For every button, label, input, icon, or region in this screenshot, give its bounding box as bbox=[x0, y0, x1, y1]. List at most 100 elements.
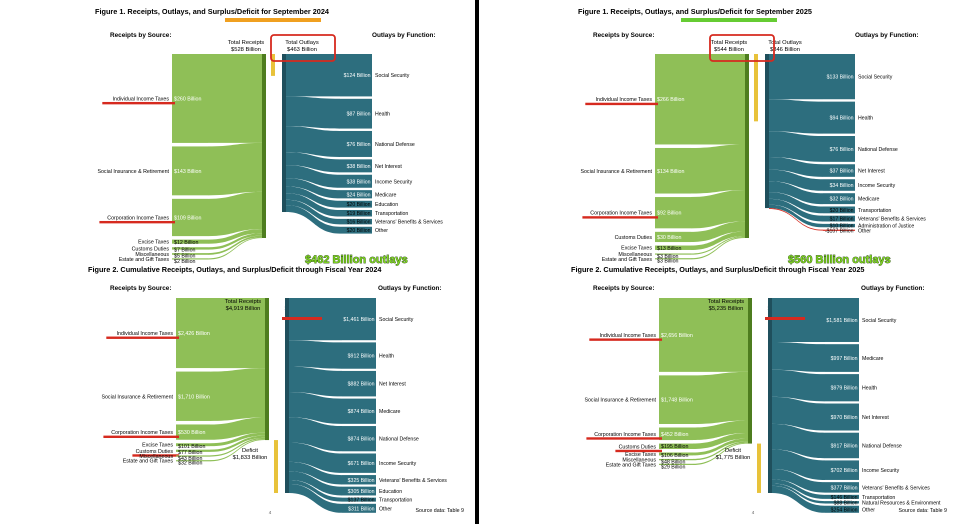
receipt-block-social-insurance-retirement bbox=[176, 371, 210, 421]
outlay-flow-social-security bbox=[286, 54, 340, 97]
receipt-block-corporation-income-taxes bbox=[659, 427, 693, 441]
receipt-name-corporation-income-taxes: Corporation Income Taxes bbox=[111, 430, 173, 436]
receipts-header: Receipts by Source: bbox=[593, 285, 654, 292]
receipt-name-social-insurance-retirement: Social Insurance & Retirement bbox=[584, 398, 656, 404]
outlay-flow-net-interest bbox=[769, 157, 823, 177]
total-outlays-label: Total Outlays bbox=[285, 40, 319, 46]
outlay-block-other bbox=[342, 503, 376, 513]
receipt-name-estate-and-gift-taxes: Estate and Gift Taxes bbox=[119, 257, 170, 263]
outlay-name-transportation: Transportation bbox=[379, 498, 412, 504]
receipt-value-social-insurance-retirement: $134 Billion bbox=[657, 169, 684, 175]
receipt-flow-customs-duties bbox=[693, 433, 748, 449]
receipt-block-individual-income-taxes bbox=[172, 54, 208, 143]
receipt-value-estate-and-gift-taxes: $32 Billion bbox=[178, 461, 202, 467]
outlay-flow-income-security bbox=[286, 165, 340, 188]
highlight-underline bbox=[106, 336, 179, 339]
receipt-value-corporation-income-taxes: $530 Billion bbox=[178, 430, 205, 436]
receipt-block-excise-taxes bbox=[172, 239, 208, 244]
outlay-block-income-security bbox=[825, 460, 859, 480]
outlay-value-social-security: $1,461 Billion bbox=[343, 317, 374, 323]
outlay-value-income-security: $702 Billion bbox=[831, 468, 858, 474]
outlay-flow-transportation bbox=[286, 193, 340, 217]
receipt-block-estate-and-gift-taxes bbox=[655, 258, 691, 260]
receipts-total-bar bbox=[745, 54, 749, 238]
receipts-header: Receipts by Source: bbox=[593, 32, 654, 39]
left-panel-svg: Figure 1. Receipts, Outlays, and Surplus… bbox=[88, 7, 465, 515]
receipt-flow-corporation-income-taxes bbox=[691, 190, 745, 229]
outlay-value-income-security: $671 Billion bbox=[348, 461, 375, 467]
receipt-block-estate-and-gift-taxes bbox=[172, 258, 208, 260]
figure-title: Figure 1. Receipts, Outlays, and Surplus… bbox=[95, 7, 330, 16]
outlay-value-health: $94 Billion bbox=[830, 116, 854, 122]
receipt-flow-social-insurance-retirement bbox=[691, 144, 745, 194]
receipt-value-customs-duties: $30 Billion bbox=[657, 235, 681, 241]
receipt-flow-estate-and-gift-taxes bbox=[208, 237, 262, 260]
receipt-block-customs-duties bbox=[659, 443, 693, 449]
receipt-flow-customs-duties bbox=[210, 435, 265, 452]
right-panel-svg: Figure 1. Receipts, Outlays, and Surplus… bbox=[571, 7, 947, 515]
outlay-flow-health bbox=[286, 96, 340, 129]
receipt-block-social-insurance-retirement bbox=[655, 147, 691, 194]
receipt-name-corporation-income-taxes: Corporation Income Taxes bbox=[590, 211, 652, 217]
receipt-flow-excise-taxes bbox=[210, 432, 265, 447]
receipt-block-customs-duties bbox=[172, 247, 208, 250]
receipt-block-excise-taxes bbox=[655, 245, 691, 250]
outlay-name-net-interest: Net Interest bbox=[858, 169, 885, 175]
outlay-flow-veterans-benefits-services bbox=[769, 198, 823, 222]
outlay-block-transportation bbox=[342, 497, 376, 502]
outlay-name-income-security: Income Security bbox=[858, 183, 896, 189]
receipt-flow-estate-and-gift-taxes bbox=[691, 236, 745, 260]
receipt-flow-estate-and-gift-taxes bbox=[210, 439, 265, 462]
outlay-block-other bbox=[823, 229, 855, 231]
receipt-block-miscellaneous bbox=[659, 458, 693, 461]
outlay-value-health: $87 Billion bbox=[347, 112, 371, 118]
total-receipts-label: Total Receipts bbox=[708, 299, 745, 305]
receipt-value-estate-and-gift-taxes: $3 Billion bbox=[657, 259, 679, 265]
receipts-total-bar bbox=[262, 54, 266, 238]
total-receipts-value: $5,235 Billion bbox=[709, 306, 744, 312]
outlay-value-social-security: $1,581 Billion bbox=[826, 318, 857, 324]
outlay-name-education: Education bbox=[375, 202, 398, 208]
outlay-value-national-defense: $874 Billion bbox=[348, 437, 375, 443]
receipt-block-social-insurance-retirement bbox=[659, 375, 693, 424]
outlay-block-income-security bbox=[340, 174, 372, 188]
surplus-bar bbox=[754, 54, 758, 122]
outlay-block-medicare bbox=[823, 193, 855, 205]
outlay-value-social-security: $133 Billion bbox=[827, 75, 854, 81]
receipt-name-individual-income-taxes: Individual Income Taxes bbox=[600, 333, 657, 339]
receipt-flow-corporation-income-taxes bbox=[208, 191, 262, 237]
highlight-underline bbox=[585, 102, 658, 106]
receipt-flow-corporation-income-taxes bbox=[210, 417, 265, 440]
outlay-value-veterans-benefits-services: $325 Billion bbox=[348, 478, 375, 484]
outlay-name-transportation: Transportation bbox=[862, 495, 895, 501]
outlay-name-other: Other bbox=[858, 228, 871, 234]
receipt-value-social-insurance-retirement: $143 Billion bbox=[174, 169, 201, 175]
receipt-flow-estate-and-gift-taxes bbox=[693, 442, 748, 465]
receipt-value-excise-taxes: $12 Billion bbox=[174, 240, 198, 246]
outlay-block-transportation bbox=[340, 209, 372, 217]
total-outlays-value: $346 Billion bbox=[770, 47, 800, 53]
total-receipts-value: $528 Billion bbox=[231, 47, 261, 53]
sankey-figure-1-receipts-outlays-and-surplus-de: Figure 1. Receipts, Outlays, and Surplus… bbox=[95, 7, 443, 265]
highlight-underline bbox=[99, 220, 175, 224]
outlay-value-net-interest: $882 Billion bbox=[348, 382, 375, 388]
outlay-value-net-interest: $38 Billion bbox=[347, 164, 371, 170]
receipt-value-customs-duties: $77 Billion bbox=[178, 450, 202, 456]
source-note: Source data: Table 9 bbox=[416, 508, 465, 514]
figure-title: Figure 2. Cumulative Receipts, Outlays, … bbox=[571, 265, 864, 274]
outlay-block-medicare bbox=[342, 398, 376, 424]
receipt-block-estate-and-gift-taxes bbox=[659, 463, 693, 465]
outlay-flow-net-interest bbox=[772, 396, 825, 431]
receipt-flow-miscellaneous bbox=[691, 235, 745, 255]
outlay-block-veterans-benefits-services bbox=[825, 482, 859, 493]
outlay-name-health: Health bbox=[862, 386, 877, 392]
receipt-block-estate-and-gift-taxes bbox=[176, 460, 210, 462]
total-receipts-value: $4,919 Billion bbox=[226, 306, 261, 312]
receipt-block-corporation-income-taxes bbox=[172, 198, 208, 237]
outlay-flow-other bbox=[769, 208, 823, 231]
outlay-flow-veterans-benefits-services bbox=[286, 199, 340, 225]
surplus-bar bbox=[271, 54, 275, 76]
outlay-flow-net-interest bbox=[289, 366, 342, 397]
outlay-name-income-security: Income Security bbox=[862, 468, 900, 474]
outlay-value-veterans-benefits-services: $16 Billion bbox=[347, 220, 371, 226]
